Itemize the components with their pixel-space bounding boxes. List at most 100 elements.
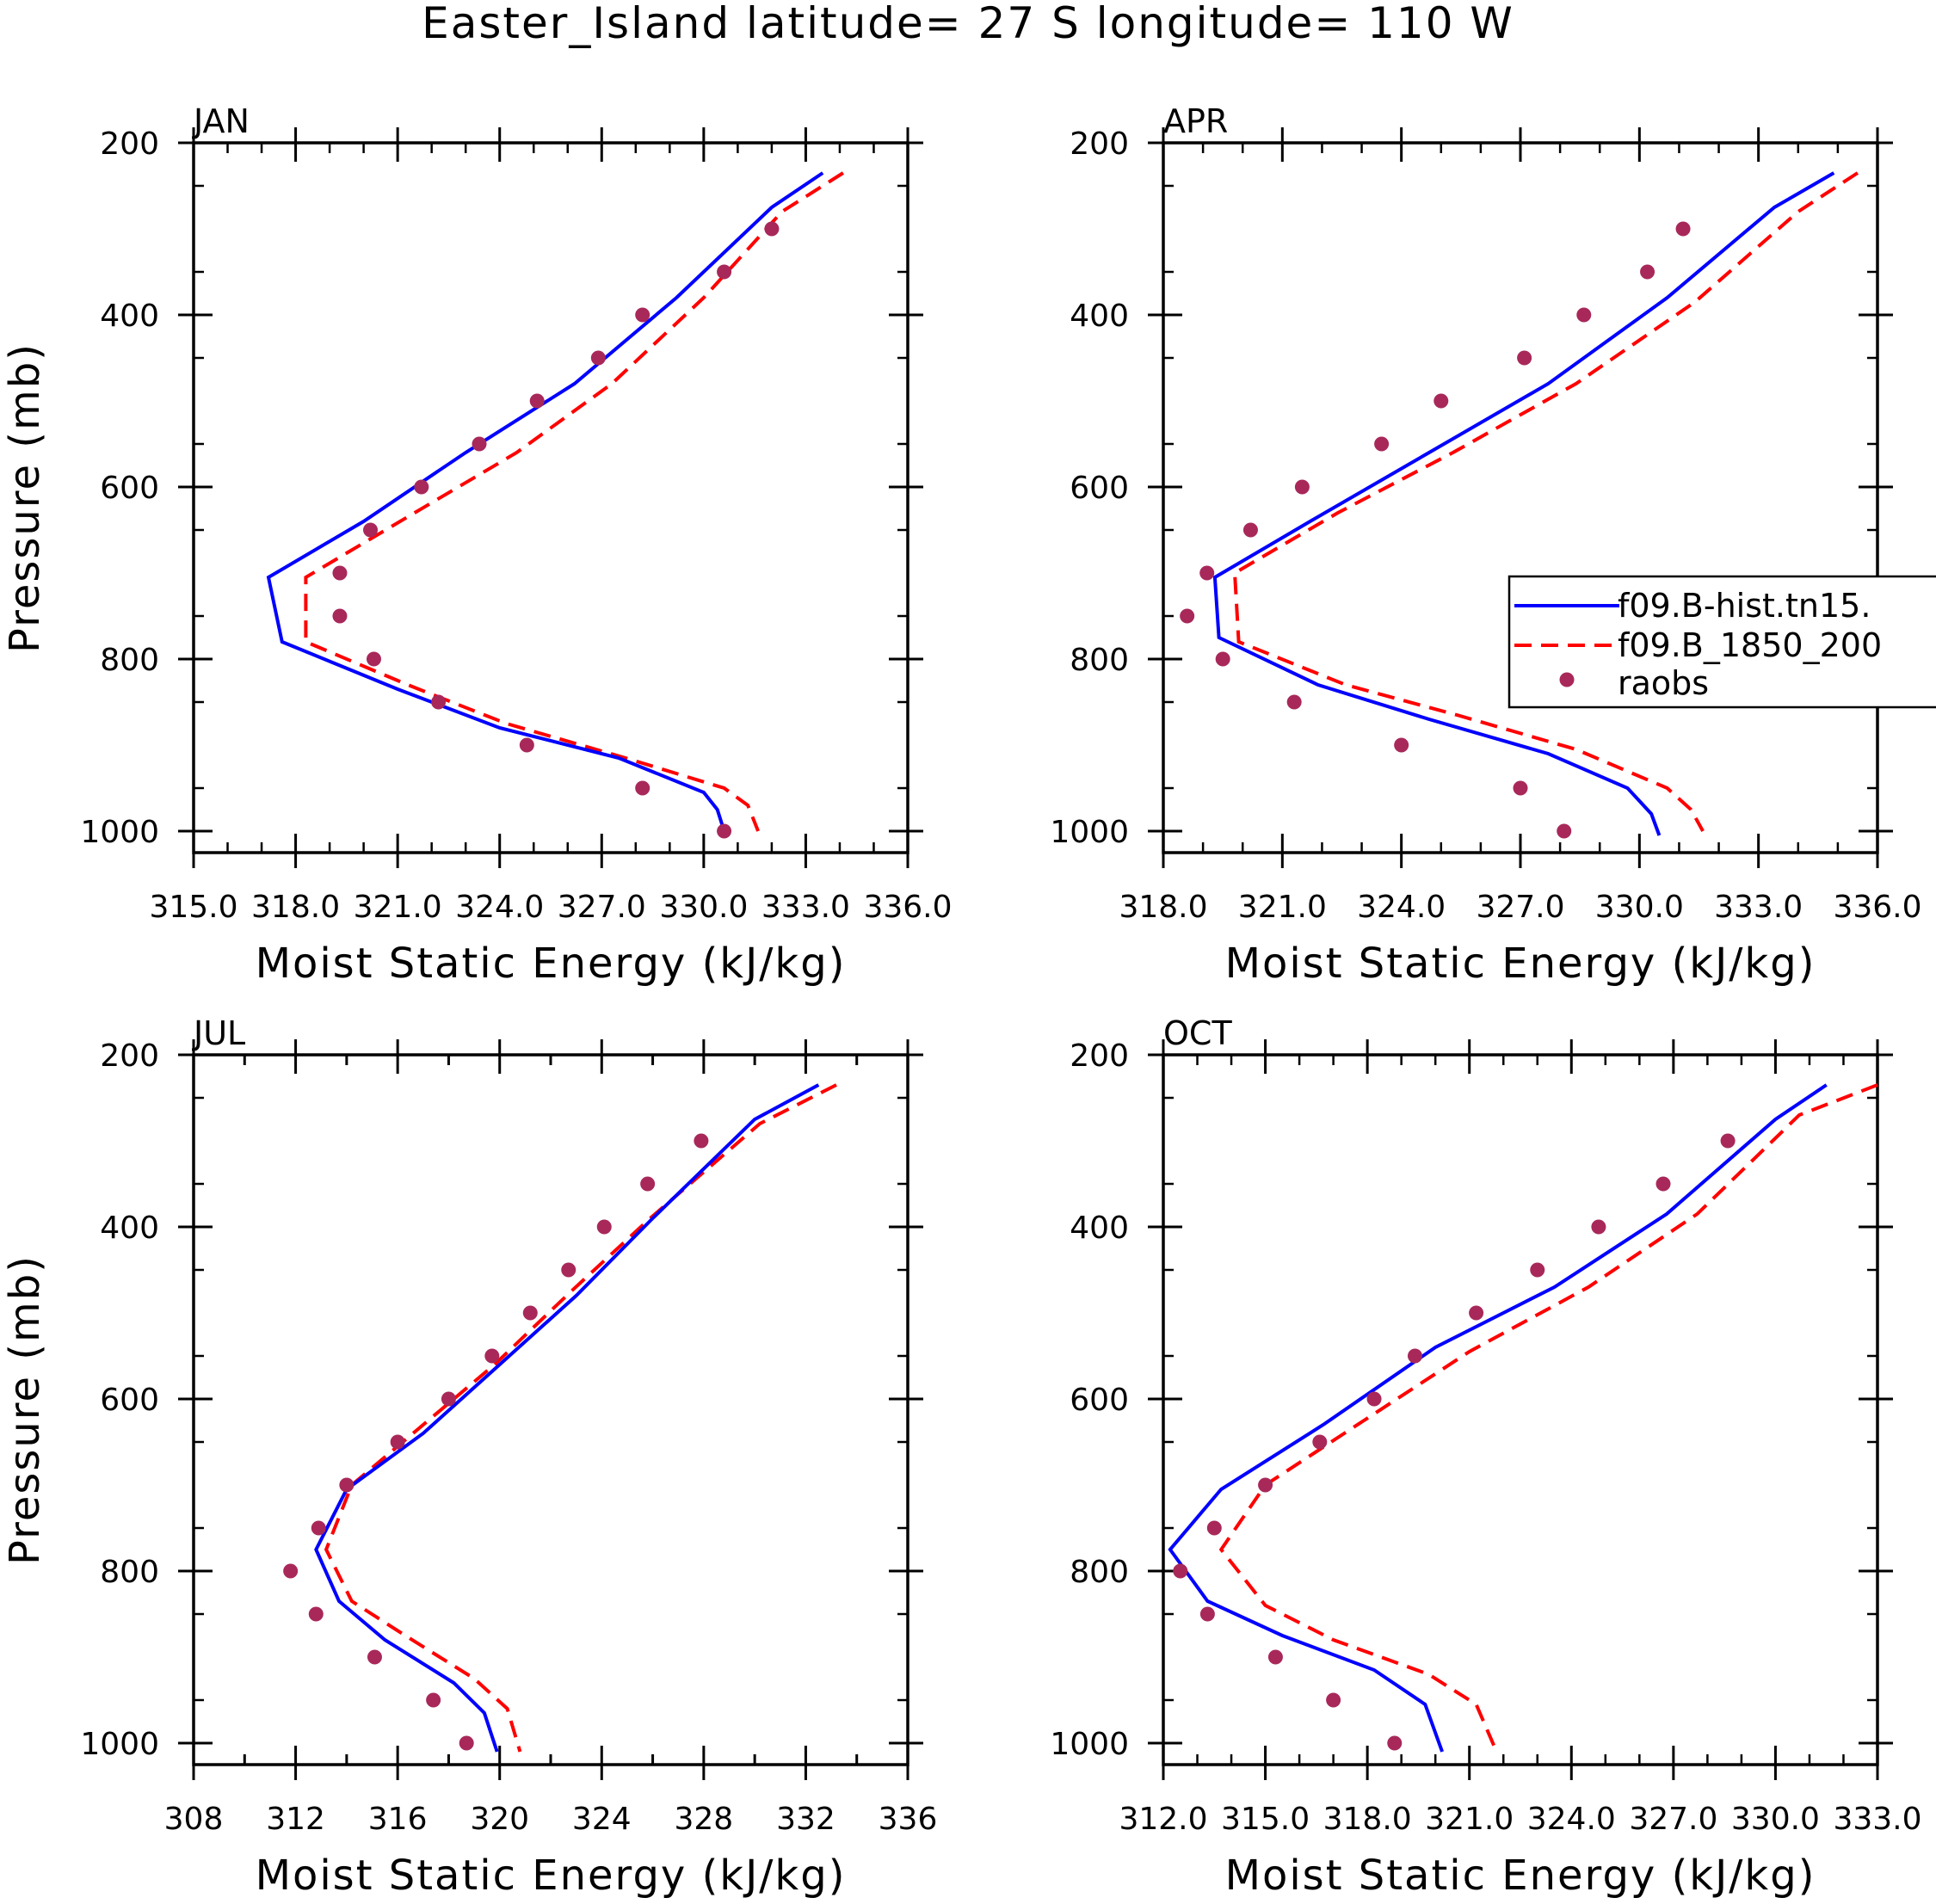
x-tick-label: 324.0: [1357, 890, 1446, 925]
panel-data: [283, 1083, 837, 1753]
raobs-point: [1199, 1606, 1215, 1622]
x-tick-label: 332: [776, 1802, 835, 1837]
raobs-point: [561, 1262, 576, 1278]
panel-data: [1180, 171, 1859, 839]
x-tick-label: 316: [368, 1802, 428, 1837]
series-line-f09-b-1850: [1232, 171, 1859, 832]
y-tick-label: 1000: [80, 1727, 159, 1762]
panel-frame: [192, 1053, 909, 1766]
y-tick-label: 200: [1070, 126, 1129, 162]
raobs-point: [1267, 1649, 1283, 1665]
raobs-point: [596, 1219, 612, 1235]
y-tick-label: 600: [100, 1383, 159, 1418]
y-tick-label: 200: [100, 1038, 159, 1074]
x-tick-label: 321.0: [1425, 1802, 1514, 1837]
legend-entry-label: f09.B-hist.tn15.: [1618, 587, 1871, 625]
raobs-point: [1180, 608, 1195, 624]
raobs-point: [1286, 694, 1302, 710]
raobs-point: [1242, 522, 1258, 538]
x-tick-label: 328: [674, 1802, 733, 1837]
x-axis-title: Moist Static Energy (kJ/kg): [256, 940, 847, 988]
raobs-point: [414, 479, 429, 495]
y-tick-label: 800: [100, 643, 159, 678]
raobs-point: [283, 1563, 299, 1579]
raobs-point: [390, 1434, 405, 1450]
raobs-point: [1206, 1520, 1222, 1536]
panel-label: OCT: [1163, 1014, 1232, 1052]
raobs-point: [1215, 651, 1230, 667]
y-tick-label: 800: [100, 1555, 159, 1590]
x-tick-label: 327.0: [558, 890, 646, 925]
raobs-point: [1434, 393, 1449, 409]
x-tick-label: 312: [266, 1802, 325, 1837]
raobs-point: [1517, 350, 1532, 366]
raobs-point: [1640, 264, 1655, 280]
y-tick-label: 600: [100, 471, 159, 506]
panel-data: [266, 171, 844, 839]
legend-swatch-marker: [1559, 672, 1575, 687]
x-axis-title: Moist Static Energy (kJ/kg): [1225, 940, 1816, 988]
x-tick-label: 308: [164, 1802, 224, 1837]
raobs-point: [717, 823, 732, 839]
series-line-f09-b-1850: [1218, 1083, 1878, 1753]
raobs-point: [1407, 1348, 1422, 1364]
raobs-point: [1294, 479, 1310, 495]
raobs-point: [1469, 1305, 1484, 1321]
x-tick-label: 315.0: [149, 890, 237, 925]
raobs-point: [308, 1606, 324, 1622]
x-tick-label: 318.0: [251, 890, 340, 925]
x-tick-label: 330.0: [659, 890, 748, 925]
raobs-point: [1591, 1219, 1606, 1235]
raobs-point: [1394, 737, 1409, 753]
y-tick-label: 400: [100, 1211, 159, 1246]
raobs-point: [472, 436, 487, 452]
raobs-point: [332, 565, 348, 581]
x-tick-label: 333.0: [1714, 890, 1803, 925]
legend-entry-label: f09.B_1850_200: [1618, 626, 1882, 664]
panel-jan: JAN 200 400 600 800 1000 315.0 318.0 321.0 324.0 3…: [1, 102, 953, 988]
raobs-point: [1675, 221, 1691, 237]
raobs-point: [635, 307, 650, 323]
x-tick-label: 324.0: [1527, 1802, 1616, 1837]
raobs-point: [1258, 1477, 1273, 1493]
series-line-f09-b-hist: [1212, 171, 1835, 836]
series-line-f09-b-hist: [1168, 1083, 1828, 1753]
raobs-point: [1199, 565, 1215, 581]
x-tick-label: 333.0: [1833, 1802, 1921, 1837]
y-tick-label: 400: [1070, 299, 1129, 334]
raobs-point: [339, 1477, 355, 1493]
raobs-point: [764, 221, 780, 237]
series-line-f09-b-hist: [266, 171, 824, 832]
x-tick-label: 336: [879, 1802, 938, 1837]
chart-title: Easter_Island latitude= 27 S longitude= …: [422, 0, 1514, 48]
raobs-point: [529, 393, 545, 409]
y-tick-label: 200: [1070, 1038, 1129, 1074]
raobs-point: [1326, 1692, 1341, 1708]
x-tick-label: 318.0: [1119, 890, 1207, 925]
raobs-point: [1387, 1735, 1403, 1751]
y-axis-title: Pressure (mb): [1, 342, 49, 653]
raobs-point: [332, 608, 348, 624]
x-tick-label: 330.0: [1595, 890, 1684, 925]
raobs-point: [1557, 823, 1572, 839]
series-line-f09-b-1850: [304, 171, 844, 832]
y-tick-label: 800: [1070, 1555, 1129, 1590]
x-tick-label: 315.0: [1221, 1802, 1310, 1837]
raobs-point: [1720, 1133, 1736, 1149]
panel-label: JUL: [192, 1014, 245, 1052]
raobs-point: [363, 522, 379, 538]
x-tick-label: 312.0: [1119, 1802, 1207, 1837]
x-tick-label: 318.0: [1323, 1802, 1412, 1837]
y-axis-title: Pressure (mb): [1, 1254, 49, 1565]
legend-entry-label: raobs: [1618, 664, 1709, 702]
raobs-point: [367, 1649, 382, 1665]
panel-frame: [1162, 1053, 1879, 1766]
x-axis-title: Moist Static Energy (kJ/kg): [1225, 1852, 1816, 1900]
raobs-point: [717, 264, 732, 280]
y-tick-label: 1000: [1050, 815, 1129, 850]
panel-oct: OCT 200 400 600 800 1000 312.0 315.0 318.0 321.0 3…: [1050, 1014, 1921, 1900]
raobs-point: [1513, 780, 1528, 796]
raobs-point: [1655, 1176, 1671, 1192]
